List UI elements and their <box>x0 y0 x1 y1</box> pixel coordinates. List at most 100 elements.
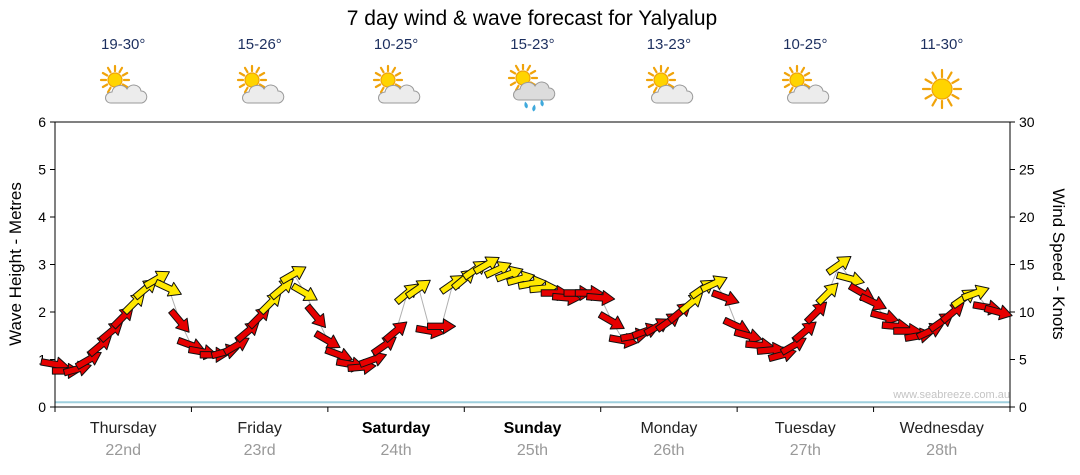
wind-arrow <box>304 303 326 329</box>
day-temp: 11-30° <box>920 36 964 53</box>
wind-arrow-red <box>222 337 250 356</box>
right-axis-label: Wind Speed - Knots <box>1049 188 1068 340</box>
sun-ray <box>789 86 794 94</box>
day-label: Wednesday 28th <box>874 420 1010 460</box>
day-label: Friday 23rd <box>191 420 327 460</box>
sun-ray <box>530 69 537 75</box>
wind-arrow-red <box>304 303 326 329</box>
wind-arrow-red <box>711 289 740 307</box>
weather-icon <box>55 60 191 118</box>
wind-arrow <box>358 351 387 368</box>
sun-ray <box>652 86 658 94</box>
wind-arrow <box>269 278 294 301</box>
sun-ray <box>647 71 655 77</box>
wind-arrow <box>835 271 865 288</box>
wind-arrow <box>87 335 112 358</box>
right-tick-label: 20 <box>1019 209 1035 225</box>
sun-ray <box>951 93 960 100</box>
sun-cloud-icon <box>645 64 694 104</box>
sun-shape <box>372 64 404 96</box>
sun-ray <box>924 78 933 85</box>
sun-ray <box>379 66 385 74</box>
day-temp: 13-23° <box>646 36 692 53</box>
wind-arrow-yellow <box>404 279 431 300</box>
sun-ray <box>946 71 953 80</box>
wind-arrow-red <box>597 311 625 330</box>
wind-arrow <box>74 351 102 370</box>
day-label: Thursday 22nd <box>55 420 191 460</box>
day-name: Tuesday <box>774 420 836 437</box>
weather-icon <box>737 60 873 118</box>
right-tick-label: 30 <box>1019 114 1035 130</box>
day-label: Sunday 25th <box>464 420 600 460</box>
raindrop <box>524 101 529 109</box>
wind-arrow-red <box>370 336 397 357</box>
sun-ray <box>804 71 811 77</box>
wind-arrow-yellow <box>815 282 839 306</box>
weather-icon <box>328 60 464 118</box>
wind-arrow <box>804 301 828 325</box>
sun-ray <box>931 71 937 80</box>
wind-arrow-yellow <box>290 282 318 301</box>
left-axis-label: Wave Height - Metres <box>6 182 25 346</box>
wind-arrow <box>279 266 307 285</box>
day-name: Friday <box>237 420 282 437</box>
sun-shape <box>100 64 131 96</box>
sun-disc <box>931 78 953 100</box>
wind-arrow <box>427 318 456 335</box>
sun-ray <box>107 66 112 74</box>
cloud-shape <box>787 84 830 104</box>
wind-arrow <box>290 282 318 301</box>
sun-rain-icon <box>508 64 556 112</box>
sun-ray <box>789 66 794 74</box>
wind-arrow-red <box>983 304 1013 321</box>
cloud-shape <box>105 84 148 104</box>
sun-cloud-icon <box>372 64 421 104</box>
sun-ray <box>238 83 245 89</box>
sun-ray <box>101 83 109 89</box>
wind-arrow <box>154 278 182 297</box>
day-name: Thursday <box>89 420 157 437</box>
wind-arrow <box>168 308 190 333</box>
chart-title: 7 day wind & wave forecast for Yalyalup <box>346 7 718 30</box>
sun-cloud-icon <box>100 64 148 104</box>
sun-ray <box>667 83 675 89</box>
wind-arrow <box>699 275 728 293</box>
sun-ray <box>800 66 806 74</box>
sun-ray <box>652 66 658 74</box>
sun-ray <box>238 71 245 77</box>
wind-arrow <box>678 293 703 315</box>
day-temp: 19-30° <box>101 36 146 53</box>
wind-arrow <box>961 284 990 302</box>
sun-ray <box>121 71 129 77</box>
wind-arrow-yellow <box>279 266 307 285</box>
wind-arrow-yellow <box>143 270 170 290</box>
cloud-shape <box>650 84 694 104</box>
icons-row <box>55 60 1010 118</box>
sun-ray <box>101 71 109 77</box>
wind-arrow-yellow <box>699 275 728 293</box>
sun-ray <box>667 71 675 77</box>
wind-arrow-yellow <box>825 255 852 276</box>
left-tick-label: 2 <box>38 304 46 320</box>
wind-arrow <box>815 282 839 306</box>
wind-arrow-yellow <box>961 284 990 302</box>
wind-arrow <box>404 279 431 300</box>
sun-ray <box>931 98 937 107</box>
sun-ray <box>107 86 112 94</box>
sun-ray <box>526 64 532 72</box>
sun-ray <box>394 71 402 77</box>
wind-arrow-red <box>168 308 190 333</box>
day-date: 27th <box>789 442 821 459</box>
sun-ray <box>784 83 791 89</box>
sun-ray <box>243 66 249 74</box>
cloud-shape <box>513 81 556 101</box>
wind-arrow-red <box>585 290 616 306</box>
wind-arrow <box>983 304 1013 321</box>
day-date: 22nd <box>105 442 141 459</box>
sun-ray <box>394 83 402 89</box>
day-temp: 15-26° <box>237 36 282 53</box>
left-tick-label: 3 <box>38 257 46 273</box>
wind-arrow-red <box>358 351 387 368</box>
